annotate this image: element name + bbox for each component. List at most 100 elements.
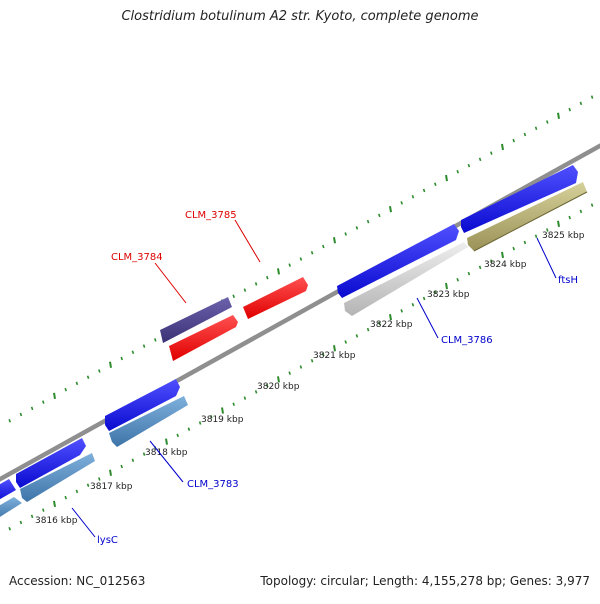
- scale-labels: 3816 kbp 3817 kbp 3818 kbp 3819 kbp 3820…: [35, 231, 585, 526]
- minor-tick: [75, 381, 79, 386]
- major-tick: [221, 407, 224, 414]
- gene-clm3785-red[interactable]: [243, 277, 308, 319]
- map-title: Clostridium botulinum A2 str. Kyoto, com…: [121, 9, 479, 24]
- minor-tick: [478, 265, 482, 270]
- minor-tick: [131, 458, 135, 463]
- minor-tick: [546, 120, 549, 124]
- minor-tick: [120, 464, 123, 469]
- major-tick: [277, 376, 280, 383]
- gene-reverse-3[interactable]: [109, 396, 188, 447]
- gene-clm3784-red[interactable]: [169, 315, 238, 361]
- minor-tick: [322, 352, 325, 357]
- minor-tick: [512, 246, 515, 251]
- scale-label: 3819 kbp: [201, 415, 244, 425]
- minor-tick: [366, 327, 370, 332]
- minor-tick: [467, 271, 471, 276]
- minor-tick: [411, 302, 415, 307]
- minor-tick: [98, 369, 101, 373]
- major-tick: [109, 361, 112, 368]
- minor-tick: [8, 527, 11, 531]
- minor-tick: [8, 419, 11, 423]
- minor-tick: [19, 412, 23, 417]
- minor-tick: [568, 215, 571, 220]
- gene-label-clm3786[interactable]: CLM_3786: [441, 335, 493, 346]
- minor-tick: [456, 278, 459, 282]
- leader-clm3786: [416, 297, 439, 339]
- minor-tick: [288, 263, 291, 267]
- gene-forward-2[interactable]: [16, 438, 86, 488]
- gene-forward-1[interactable]: [0, 479, 16, 502]
- minor-tick: [344, 232, 347, 236]
- genome-backbone: [0, 143, 600, 482]
- major-tick: [277, 268, 280, 275]
- minor-tick: [534, 126, 538, 130]
- minor-tick: [490, 151, 493, 155]
- major-tick: [53, 500, 56, 508]
- topology-summary: Topology: circular; Length: 4,155,278 bp…: [260, 574, 590, 588]
- minor-tick: [266, 275, 269, 280]
- minor-tick: [579, 209, 583, 214]
- minor-tick: [534, 234, 538, 238]
- minor-tick: [523, 132, 527, 137]
- gene-reverse-2[interactable]: [20, 453, 95, 502]
- minor-tick: [254, 390, 258, 394]
- accession-text: Accession: NC_012563: [9, 574, 146, 588]
- minor-tick: [120, 356, 123, 361]
- scale-label: 3824 kbp: [484, 260, 527, 270]
- minor-tick: [310, 358, 314, 363]
- scale-label: 3823 kbp: [427, 290, 470, 300]
- leader-ftsh: [536, 237, 557, 279]
- minor-tick: [64, 495, 67, 500]
- minor-tick: [232, 294, 235, 299]
- major-tick: [333, 345, 336, 352]
- gene-forward-4[interactable]: [337, 224, 459, 298]
- gene-label-lysc[interactable]: lysC: [97, 535, 118, 546]
- major-tick: [109, 469, 112, 476]
- gene-clm3786[interactable]: [344, 242, 468, 316]
- minor-tick: [355, 334, 359, 338]
- minor-tick: [288, 371, 291, 375]
- gene-label-clm3785[interactable]: CLM_3785: [185, 210, 237, 221]
- minor-tick: [142, 344, 146, 348]
- label-leaders: [71, 219, 557, 538]
- leader-clm3785: [234, 219, 261, 263]
- minor-tick: [355, 226, 359, 230]
- gene-ftsh-region[interactable]: [467, 182, 587, 251]
- minor-tick: [310, 250, 314, 255]
- minor-tick: [523, 240, 527, 245]
- minor-tick: [422, 296, 426, 301]
- scale-label: 3816 kbp: [35, 516, 78, 526]
- minor-tick: [378, 321, 381, 326]
- major-tick: [165, 438, 168, 445]
- major-tick: [389, 205, 392, 213]
- gene-forward-3[interactable]: [105, 379, 180, 431]
- minor-tick: [434, 290, 437, 295]
- minor-tick: [142, 452, 146, 456]
- major-tick: [501, 143, 504, 151]
- minor-tick: [299, 365, 303, 369]
- major-tick: [53, 392, 56, 400]
- gene-forward-5[interactable]: [461, 165, 578, 233]
- minor-tick: [366, 219, 370, 224]
- scale-label: 3822 kbp: [370, 320, 413, 330]
- minor-tick: [98, 477, 101, 481]
- scale-label: 3818 kbp: [145, 448, 188, 458]
- gene-label-clm3783[interactable]: CLM_3783: [187, 479, 239, 490]
- gene-labels: lysC CLM_3783 CLM_3784 CLM_3785 CLM_3786…: [97, 210, 578, 546]
- gene-label-clm3784[interactable]: CLM_3784: [111, 252, 163, 263]
- minor-tick: [456, 170, 459, 174]
- minor-tick: [86, 375, 90, 379]
- major-tick: [389, 313, 392, 321]
- forward-strand-genes: [0, 165, 578, 502]
- reverse-strand-genes: [0, 182, 588, 520]
- outer-scale-ticks: [8, 95, 594, 423]
- scale-label: 3825 kbp: [542, 231, 585, 241]
- gene-clm3784-purple[interactable]: [160, 297, 232, 343]
- minor-tick: [512, 138, 515, 143]
- minor-tick: [210, 414, 213, 419]
- gene-reverse-1[interactable]: [0, 497, 22, 520]
- gene-label-ftsh[interactable]: ftsH: [558, 275, 578, 286]
- minor-tick: [400, 201, 403, 205]
- minor-tick: [42, 508, 45, 512]
